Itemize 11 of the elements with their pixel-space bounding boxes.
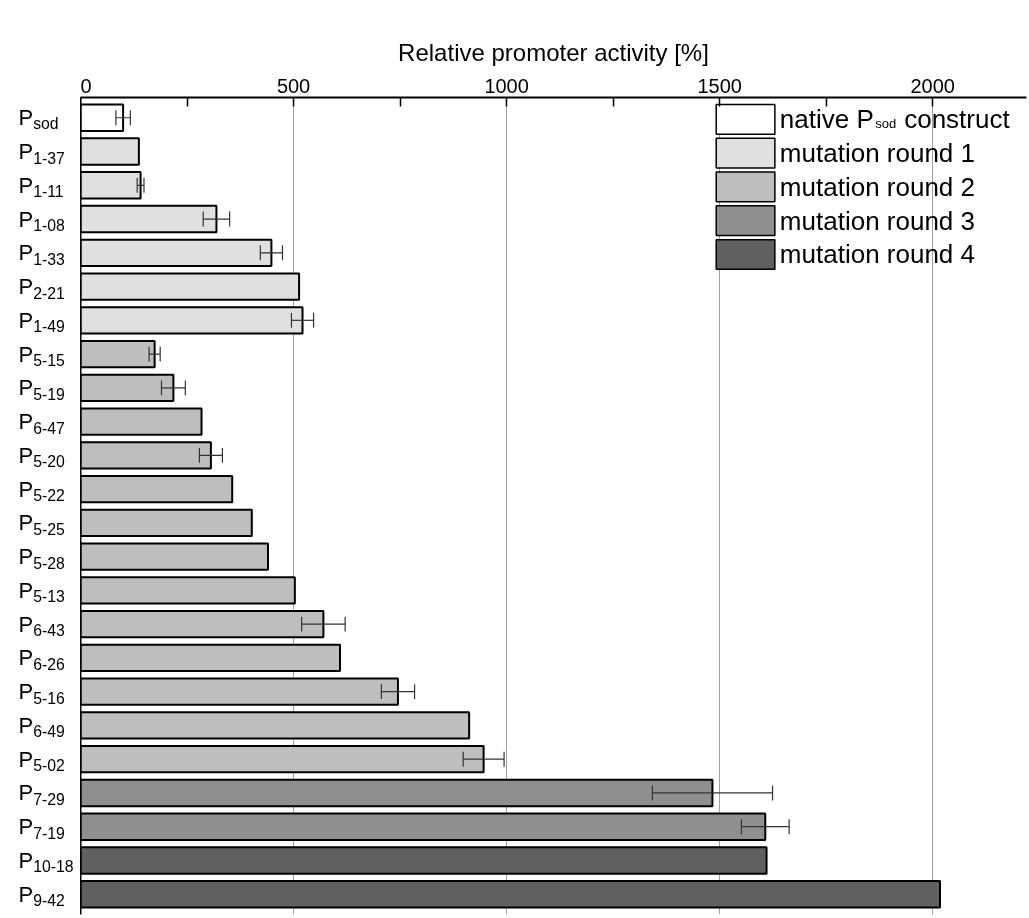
legend-label: mutation round 4: [779, 239, 975, 270]
x-tick-label: 1500: [697, 74, 742, 97]
legend-label: native Psod construct: [779, 104, 1011, 135]
x-tick-label: 1000: [484, 74, 529, 97]
x-axis-title: Relative promoter activity [%]: [398, 38, 709, 66]
x-tick-label: 2000: [910, 74, 956, 97]
legend-label: mutation round 3: [779, 205, 975, 236]
x-tick-label: 500: [276, 74, 311, 97]
legend-label: mutation round 1: [779, 138, 975, 169]
x-tick-label: 0: [80, 74, 92, 97]
legend-label: mutation round 2: [779, 171, 975, 202]
